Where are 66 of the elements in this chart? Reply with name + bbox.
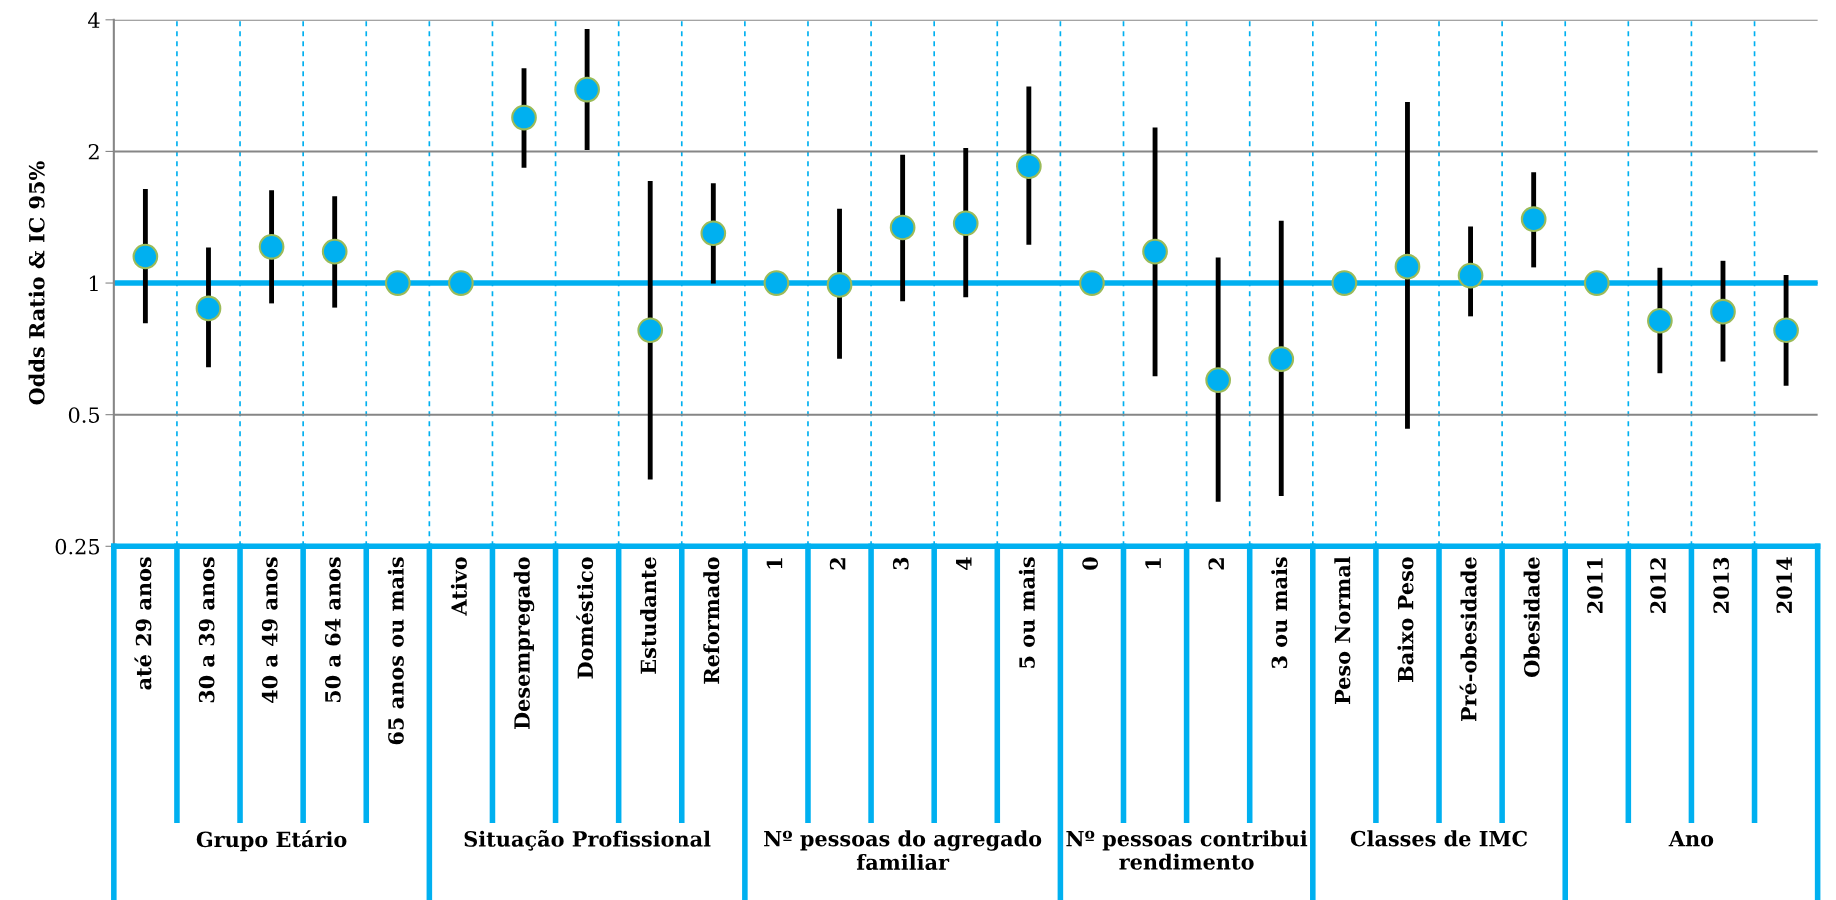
x-tick-label: 1 (1145, 558, 1161, 569)
point (1142, 238, 1168, 265)
x-tick-label: Reformado (703, 557, 720, 684)
x-tick-label: Desempregado (513, 557, 535, 729)
point (1015, 153, 1042, 180)
text: Nº pessoas do agregado familiar (764, 830, 1042, 871)
x-tick-label: Estudante (640, 557, 657, 674)
point (1268, 346, 1295, 372)
x-tick-label: até 29 anos (134, 557, 152, 690)
y-axis-title: Odds Ratio & IC 95% (28, 161, 45, 405)
text: Classes de IMC (1350, 830, 1528, 847)
point (889, 214, 916, 241)
x-tick-label: Peso Normal (1334, 556, 1351, 704)
point (763, 270, 790, 296)
x-tick-label: 3 ou mais (1271, 557, 1288, 669)
point (1710, 298, 1736, 325)
point (321, 238, 348, 265)
point (384, 270, 411, 296)
x-tick-label: 2011 (1587, 558, 1603, 613)
x-tick-label: 2 (1208, 558, 1224, 570)
point (637, 317, 664, 344)
point (826, 272, 853, 298)
x-tick-label: 40 a 49 anos (261, 557, 278, 703)
x-tick-label: 0 (1082, 557, 1098, 570)
x-tick-label: Pré-obesidade (1459, 557, 1477, 722)
text: Grupo Etário (196, 830, 347, 852)
x-tick-label: 50 a 64 anos (324, 557, 341, 703)
point (1394, 253, 1421, 280)
y-tick-label: 2 (88, 143, 99, 160)
x-tick-label: 30 a 39 anos (198, 557, 215, 703)
y-tick-label: 1 (89, 275, 98, 291)
x-tick-label: 3 (892, 557, 909, 570)
x-tick-label: 5 ou mais (1018, 557, 1035, 668)
y-tick-label: 4 (88, 12, 100, 28)
x-tick-label: 2014 (1776, 557, 1793, 613)
point (700, 220, 727, 247)
point (195, 295, 222, 322)
y-tick-label: 0.25 (55, 538, 100, 555)
x-tick-label: Obesidade (1523, 557, 1540, 677)
text: Nº pessoas contribui rendimento (1066, 830, 1308, 870)
point (1583, 270, 1610, 296)
y-tick-label: 0.5 (68, 407, 100, 423)
point (1205, 367, 1231, 393)
point (574, 76, 600, 103)
x-tick-label: 65 anos ou mais (387, 557, 404, 745)
point (511, 104, 537, 131)
point (1647, 307, 1673, 334)
x-tick-label: Baixo Peso (1397, 557, 1414, 682)
point (952, 210, 979, 237)
x-tick-label: 4 (956, 557, 972, 570)
point (1773, 317, 1799, 344)
text: Situação Profissional (464, 830, 711, 851)
x-tick-label: 1 (766, 558, 783, 569)
point (448, 270, 474, 296)
point (132, 243, 159, 270)
point (1520, 206, 1547, 232)
x-tick-label: 2 (829, 558, 846, 570)
point (1457, 262, 1484, 289)
point (1331, 270, 1358, 296)
x-tick-label: 2013 (1713, 557, 1730, 613)
point (1079, 270, 1105, 296)
point (258, 234, 285, 260)
x-tick-label: Ativo (450, 557, 467, 616)
text: Ano (1668, 830, 1714, 847)
x-tick-label: 2012 (1650, 558, 1666, 613)
x-tick-label: Doméstico (576, 557, 594, 679)
